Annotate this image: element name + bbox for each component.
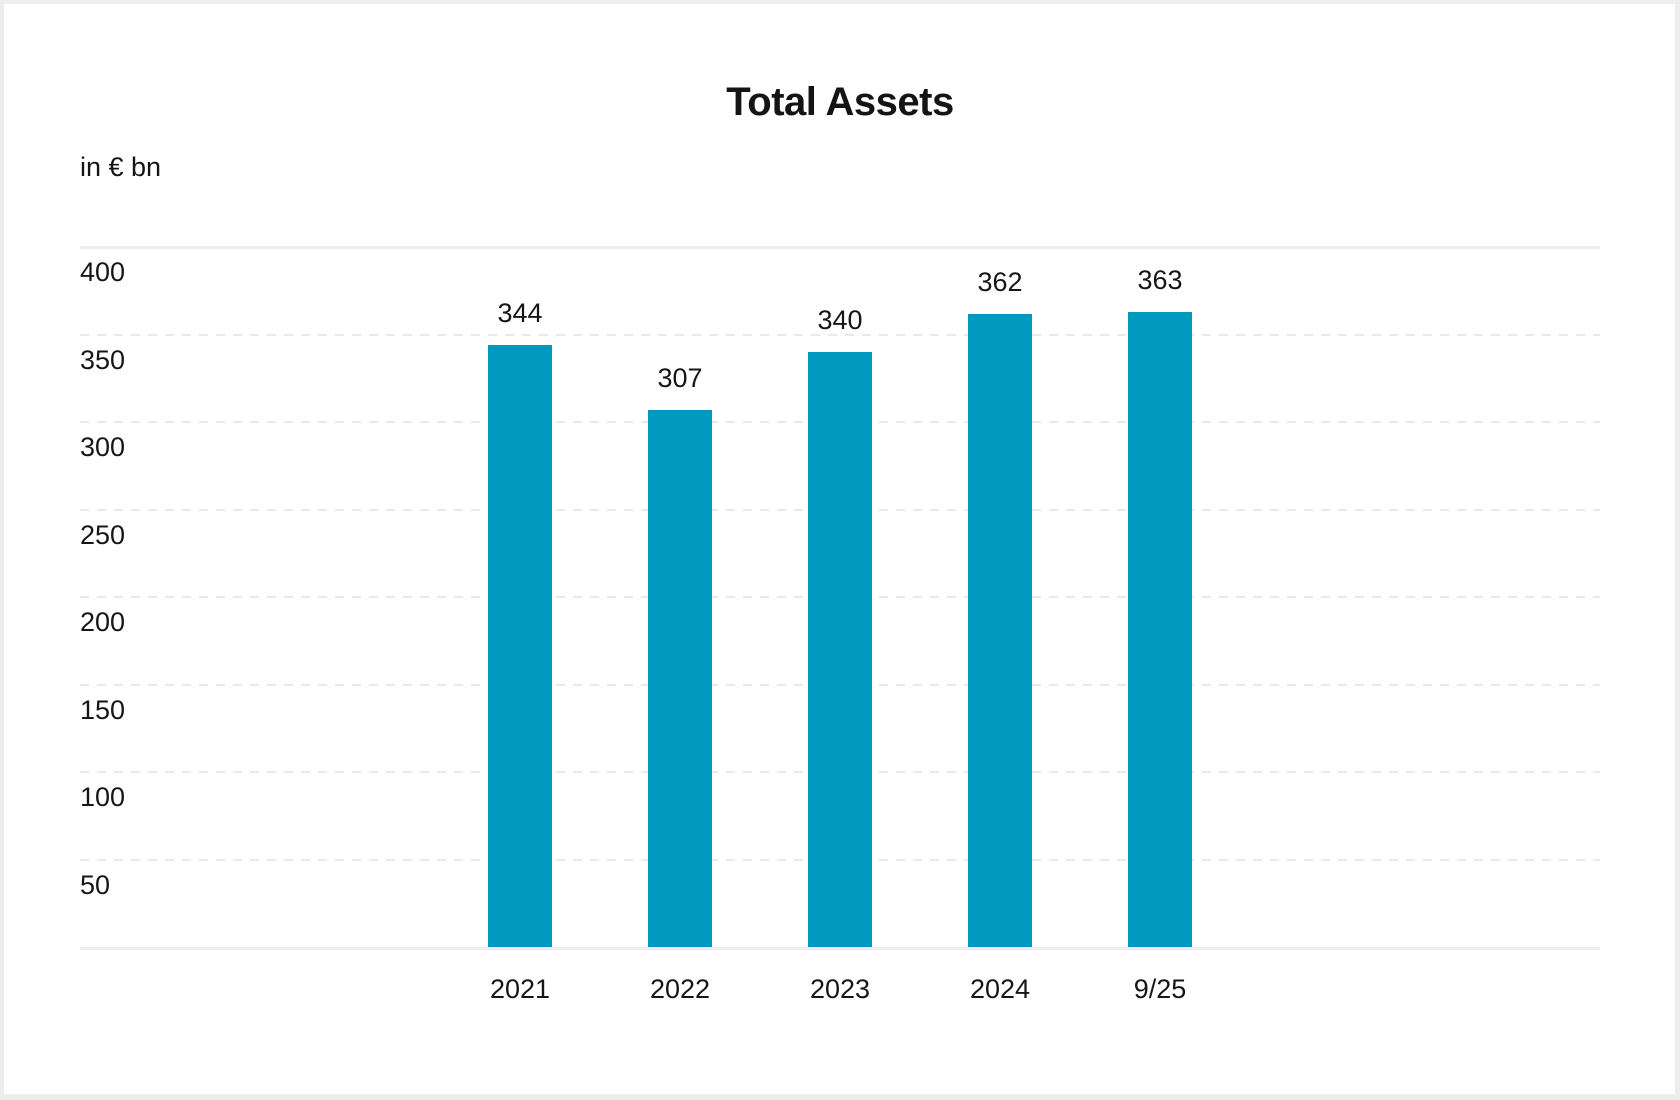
x-tick-label: 2021 [489, 974, 551, 1004]
y-tick-label: 350 [80, 344, 126, 375]
bar [648, 409, 712, 947]
bar [808, 352, 872, 947]
y-tick-label: 100 [80, 782, 126, 812]
bar [488, 345, 552, 947]
gridline [80, 246, 1600, 249]
gridline [80, 333, 1600, 336]
bar-value-label: 344 [497, 298, 543, 328]
bar-value-label: 307 [657, 362, 703, 393]
y-tick-label: 300 [80, 432, 126, 462]
x-tick-label: 9/25 [1133, 974, 1187, 1004]
x-axis-line [80, 947, 1600, 950]
plot-area: 50 100 150 200 250 300 350 400 344 2021 307 2022 340… [4, 4, 1675, 1094]
y-tick-label: 150 [80, 694, 126, 725]
y-tick-label: 400 [80, 257, 126, 287]
y-tick-label: 50 [80, 869, 111, 900]
bar [1128, 311, 1192, 947]
bar-value-label: 362 [977, 266, 1023, 297]
unit-label: in € bn [80, 152, 162, 182]
x-tick-label: 2023 [809, 974, 871, 1004]
x-tick-label: 2022 [649, 974, 711, 1004]
y-tick-label: 250 [80, 519, 126, 550]
bar [968, 313, 1032, 947]
bar-value-label: 340 [817, 305, 863, 335]
y-tick-label: 200 [80, 607, 126, 637]
bar-value-label: 363 [1137, 264, 1183, 295]
x-tick-label: 2024 [969, 974, 1031, 1004]
chart-title: Total Assets [726, 80, 954, 124]
